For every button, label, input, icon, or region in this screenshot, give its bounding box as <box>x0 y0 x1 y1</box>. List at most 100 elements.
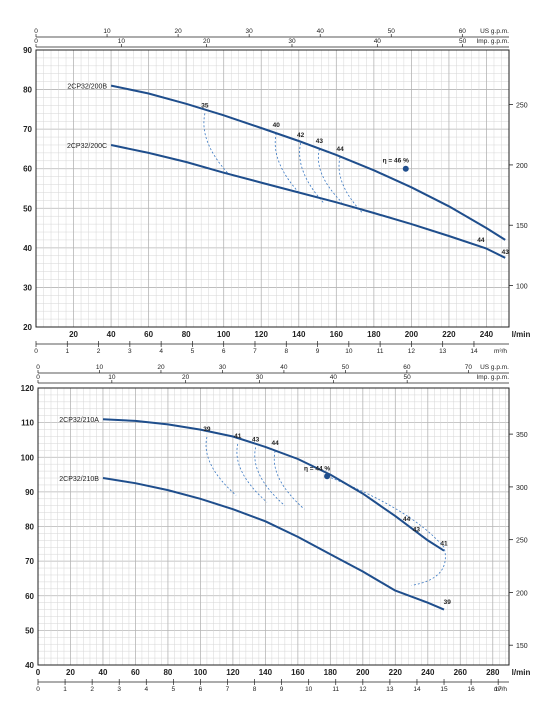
x-tick-label: 40 <box>99 668 108 677</box>
efficiency-label: 39 <box>203 426 211 433</box>
us-tick-label: 10 <box>103 28 111 35</box>
m3h-tick-label: 11 <box>377 348 384 355</box>
y-tick-label: 50 <box>25 626 34 635</box>
efficiency-label: 44 <box>336 146 344 153</box>
efficiency-dashed-curve <box>299 142 324 203</box>
m3h-tick-label: 8 <box>284 348 288 355</box>
y-tick-label: 70 <box>23 125 32 134</box>
ft-tick-label: 300 <box>516 485 528 492</box>
series-curve-1 <box>102 418 445 552</box>
m3h-tick-label: 15 <box>440 686 448 693</box>
m3h-tick-label: 6 <box>222 348 226 355</box>
efficiency-label: 41 <box>234 433 242 440</box>
x-tick-label: 80 <box>182 330 191 339</box>
best-efficiency-label: η = 44 % <box>304 465 330 472</box>
x-tick-label: 220 <box>442 330 456 339</box>
m3h-tick-label: 7 <box>253 348 257 355</box>
x-tick-label: 280 <box>486 668 500 677</box>
m3h-tick-label: 2 <box>97 348 101 355</box>
y-tick-label: 40 <box>25 661 34 670</box>
efficiency-label: 43 <box>502 249 510 256</box>
y-tick-label: 120 <box>21 384 35 393</box>
efficiency-label: 44 <box>477 237 485 244</box>
m3h-tick-label: 17 <box>495 686 503 693</box>
ft-tick-label: 150 <box>516 223 528 230</box>
m3h-unit-label: m³/h <box>494 686 507 693</box>
efficiency-label: 41 <box>440 540 448 547</box>
m3h-tick-label: 12 <box>408 348 416 355</box>
us-tick-label: 60 <box>403 364 411 371</box>
efficiency-dashed-curve <box>273 450 305 510</box>
m3h-tick-label: 10 <box>305 686 313 693</box>
efficiency-label: 43 <box>316 138 324 145</box>
m3h-tick-label: 0 <box>36 686 40 693</box>
m3h-tick-label: 2 <box>90 686 94 693</box>
m3h-tick-label: 6 <box>199 686 203 693</box>
efficiency-dashed-curve <box>338 156 363 214</box>
x-tick-label: 120 <box>226 668 240 677</box>
imp-tick-label: 40 <box>374 38 382 45</box>
y-tick-label: 20 <box>23 323 32 332</box>
m3h-tick-label: 11 <box>332 686 339 693</box>
series-label: 2CP32/210A <box>59 417 99 424</box>
x-tick-label: 100 <box>194 668 208 677</box>
ft-tick-label: 200 <box>516 590 528 597</box>
imp-tick-label: 20 <box>203 38 211 45</box>
imp-unit-label: Imp. g.p.m. <box>476 38 509 45</box>
us-tick-label: 20 <box>157 364 165 371</box>
x-tick-label: 220 <box>389 668 403 677</box>
m3h-tick-label: 0 <box>34 348 38 355</box>
us-tick-label: 10 <box>96 364 104 371</box>
m3h-tick-label: 1 <box>63 686 67 693</box>
y-tick-label: 90 <box>25 488 34 497</box>
us-unit-label: US g.p.m. <box>480 364 509 371</box>
x-tick-label: 100 <box>217 330 231 339</box>
series-label: 2CP32/210B <box>59 476 99 483</box>
us-tick-label: 60 <box>459 28 467 35</box>
m3h-tick-label: 4 <box>159 348 163 355</box>
x-tick-label: 160 <box>330 330 344 339</box>
imp-tick-label: 0 <box>36 374 40 381</box>
m3h-tick-label: 5 <box>172 686 176 693</box>
x-tick-label: 200 <box>356 668 370 677</box>
x-tick-label: 160 <box>291 668 305 677</box>
imp-tick-label: 40 <box>330 374 338 381</box>
m3h-tick-label: 10 <box>345 348 353 355</box>
imp-tick-label: 10 <box>108 374 116 381</box>
efficiency-dashed-curve <box>236 443 268 503</box>
series-curve-1 <box>110 84 506 241</box>
efficiency-label: 40 <box>273 122 281 129</box>
m3h-tick-label: 7 <box>226 686 230 693</box>
y-tick-label: 60 <box>23 165 32 174</box>
us-tick-label: 30 <box>246 28 254 35</box>
x-tick-label: 200 <box>405 330 419 339</box>
efficiency-dashed-curve <box>205 436 237 496</box>
us-tick-label: 40 <box>280 364 288 371</box>
imp-tick-label: 30 <box>256 374 264 381</box>
best-efficiency-point <box>402 165 409 172</box>
m3h-tick-label: 9 <box>316 348 320 355</box>
us-tick-label: 20 <box>174 28 182 35</box>
x-tick-label: 180 <box>367 330 381 339</box>
x-unit-label: l/min <box>512 330 531 339</box>
x-tick-label: 80 <box>163 668 172 677</box>
x-tick-label: 240 <box>421 668 435 677</box>
x-tick-label: 120 <box>255 330 269 339</box>
y-tick-label: 50 <box>23 204 32 213</box>
us-tick-label: 0 <box>36 364 40 371</box>
plot-frame <box>37 387 510 666</box>
series-label: 2CP32/200C <box>67 143 107 150</box>
us-tick-label: 40 <box>317 28 325 35</box>
y-tick-label: 80 <box>23 86 32 95</box>
best-efficiency-point <box>324 473 331 480</box>
imp-tick-label: 50 <box>404 374 412 381</box>
us-tick-label: 0 <box>34 28 38 35</box>
m3h-tick-label: 14 <box>470 348 478 355</box>
imp-tick-label: 0 <box>34 38 38 45</box>
series-curve-2 <box>102 477 445 611</box>
efficiency-dashed-curve <box>274 133 300 193</box>
us-unit-label: US g.p.m. <box>480 28 509 35</box>
